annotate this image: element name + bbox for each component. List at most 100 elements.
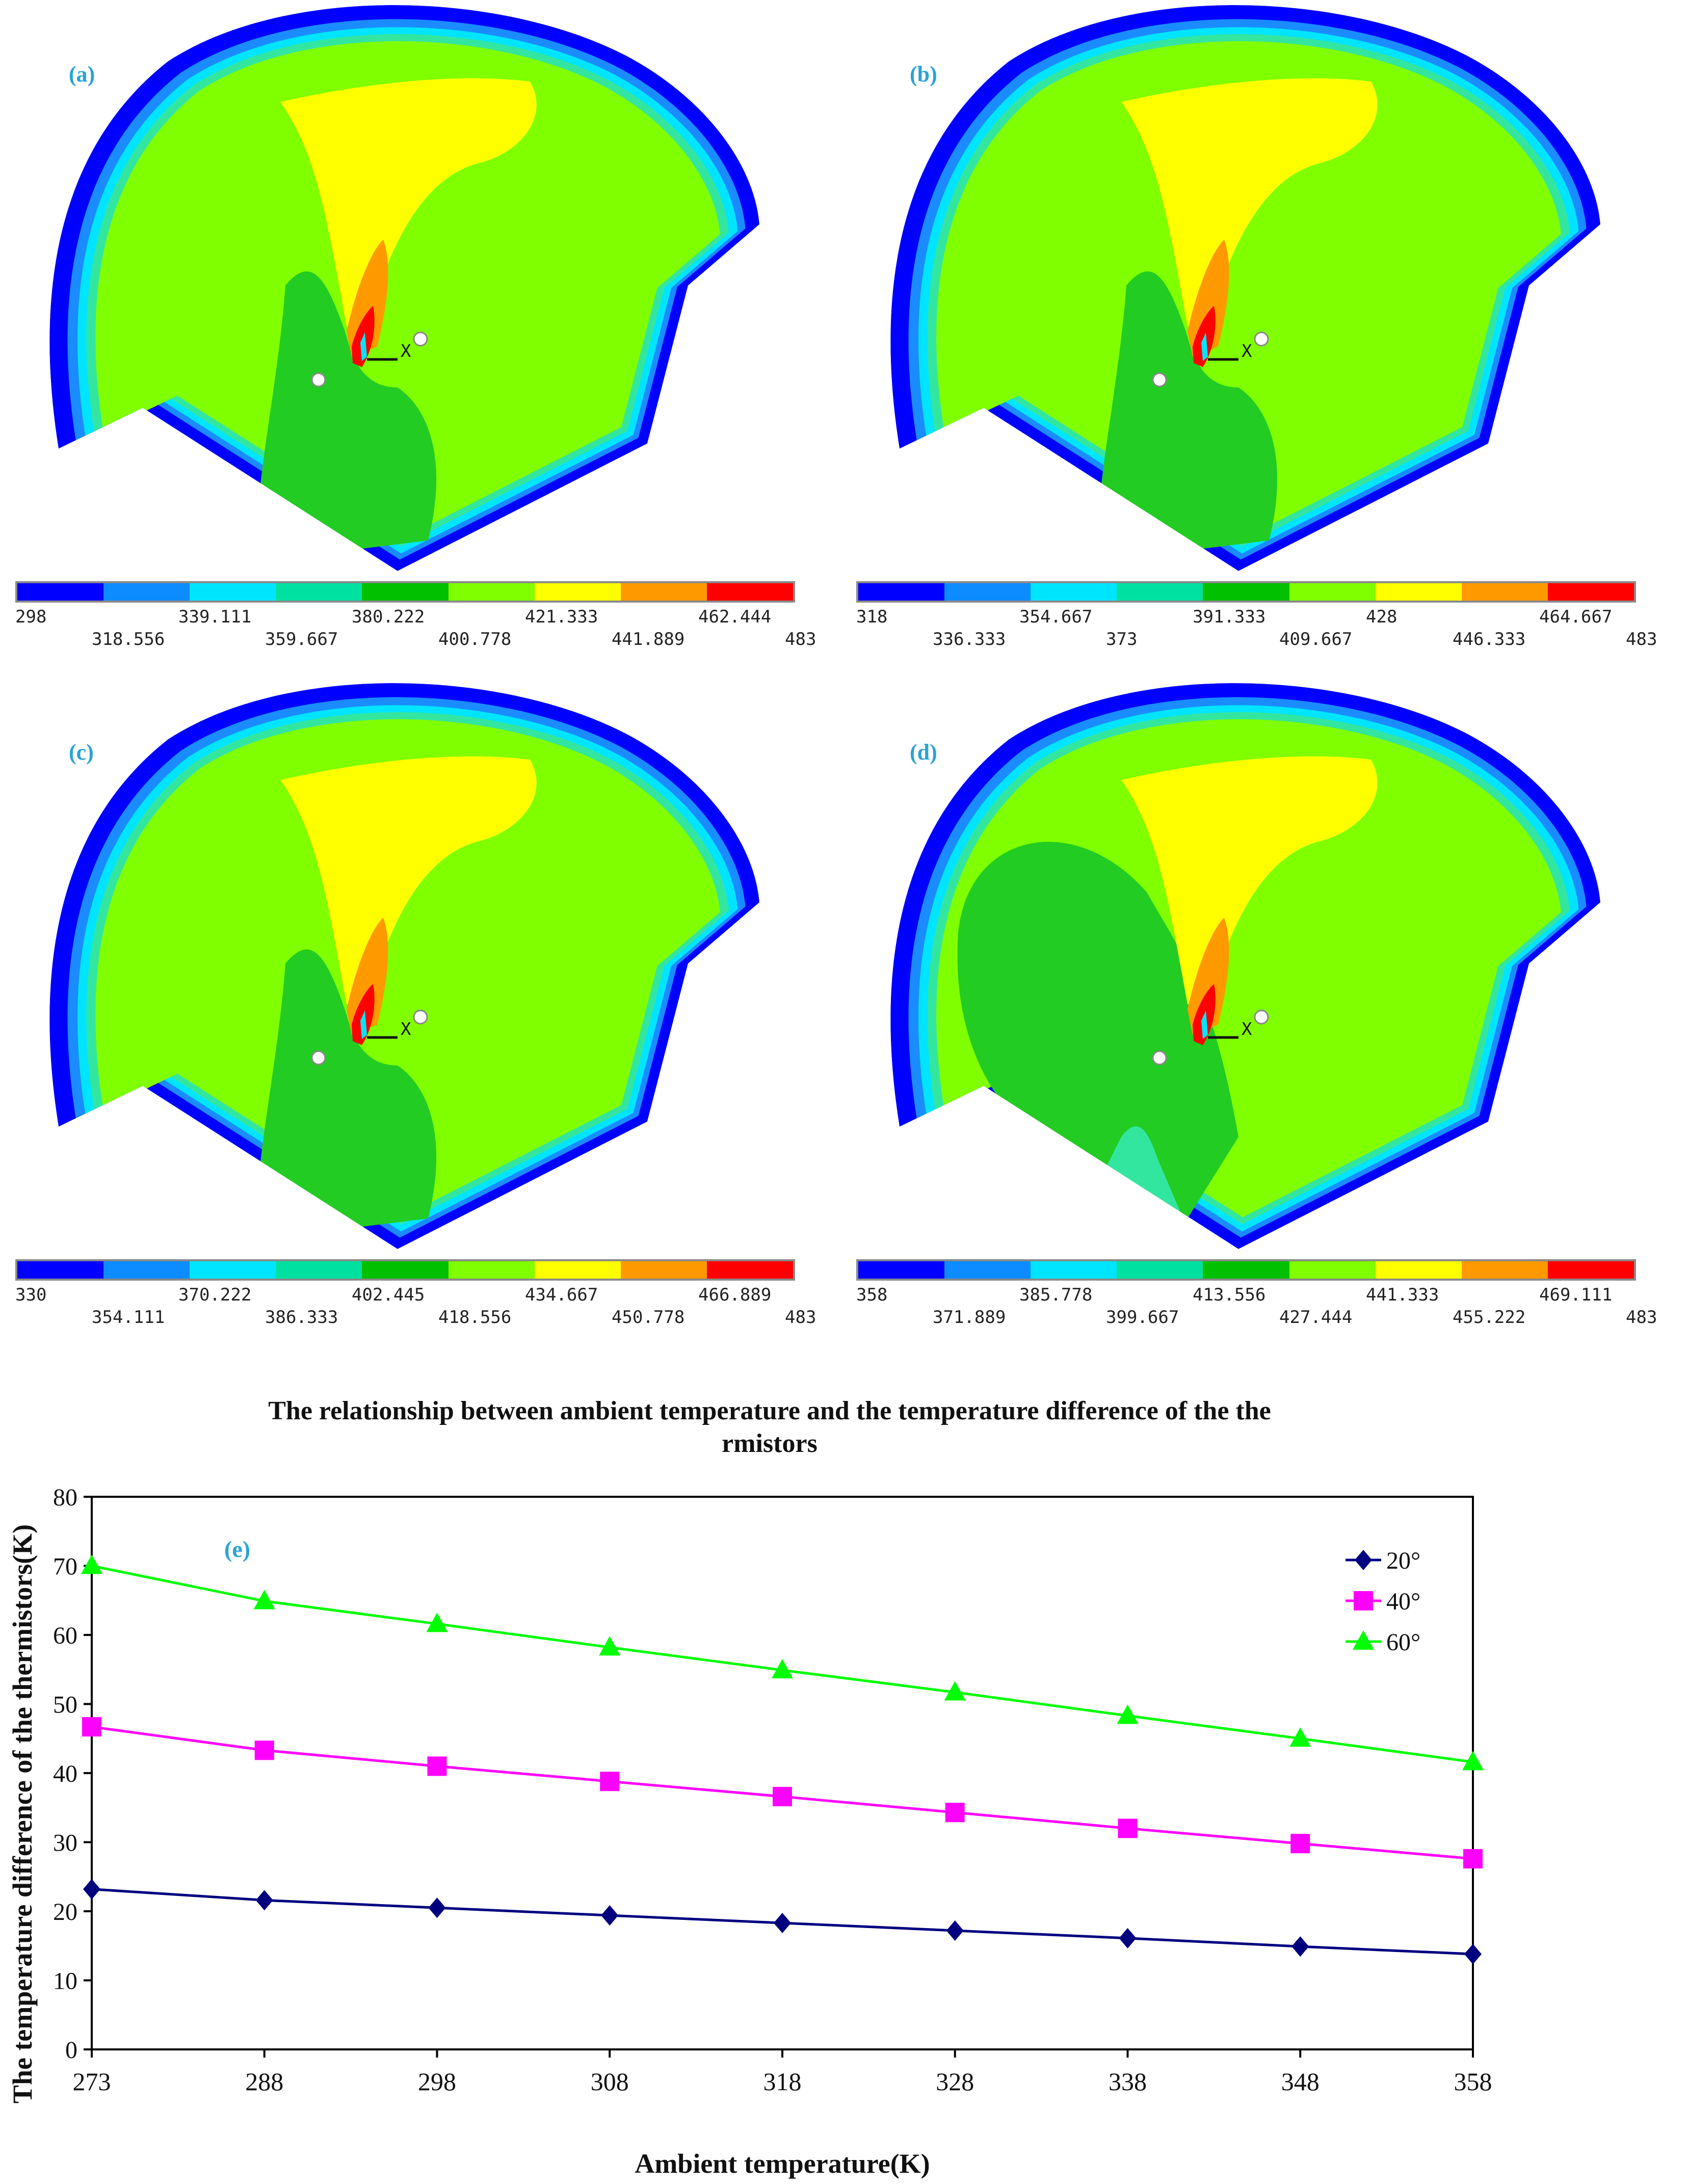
data-point xyxy=(944,1681,966,1701)
colorbar-segment xyxy=(1547,1261,1634,1279)
colorbar-tick-label: 455.222 xyxy=(1453,1307,1526,1328)
colorbar-tick-label: 399.667 xyxy=(1106,1307,1179,1328)
colorbar-tick-label: 359.667 xyxy=(265,629,338,649)
colorbar-segment xyxy=(362,583,449,601)
data-point xyxy=(428,1897,446,1918)
colorbar-segment xyxy=(190,1261,276,1279)
thermistor-marker-icon xyxy=(413,331,428,347)
panel-label: (c) xyxy=(69,740,94,765)
colorbar-tick-label: 373 xyxy=(1106,629,1138,649)
temperature-panel-b: X (b) 318 336.333 354.667 373 391.333 409.667 42… xyxy=(841,0,1677,673)
data-point xyxy=(1117,1704,1139,1724)
data-point xyxy=(945,1803,965,1823)
x-tick-label: 318 xyxy=(763,2067,802,2096)
colorbar-ticks: 318 336.333 354.667 373 391.333 409.667 428 446… xyxy=(856,607,1661,663)
panel-label: (b) xyxy=(910,62,937,87)
x-tick-label: 328 xyxy=(936,2067,974,2096)
panel-label: (a) xyxy=(69,62,95,87)
y-tick-label: 80 xyxy=(53,1484,77,1511)
legend-marker-icon xyxy=(1355,1550,1372,1570)
x-tick-label: 288 xyxy=(245,2067,283,2096)
thermistor-marker-icon xyxy=(311,372,326,387)
data-point xyxy=(599,1636,621,1656)
colorbar-segment xyxy=(1203,583,1289,601)
colorbar-tick-label: 469.111 xyxy=(1539,1285,1613,1305)
colorbar-tick-label: 370.222 xyxy=(178,1285,252,1305)
legend-marker-icon xyxy=(1354,1591,1373,1610)
colorbar-ticks: 330 354.111 370.222 386.333 402.445 418.556 43… xyxy=(15,1285,821,1341)
colorbar xyxy=(15,1259,795,1281)
temperature-field: X xyxy=(49,683,759,1249)
colorbar-tick-label: 421.333 xyxy=(525,607,598,627)
data-point xyxy=(1118,1818,1138,1838)
legend-label: 20° xyxy=(1386,1547,1420,1574)
chart-title: The relationship between ambient tempera… xyxy=(268,1396,1271,1425)
colorbar-tick-label: 354.667 xyxy=(1019,607,1093,627)
colorbar-segment xyxy=(858,1261,945,1279)
colorbar-tick-label: 450.778 xyxy=(612,1307,685,1328)
data-point xyxy=(253,1590,275,1609)
colorbar-segment xyxy=(944,583,1031,601)
colorbar xyxy=(856,1259,1636,1281)
colorbar-segment xyxy=(17,583,104,601)
colorbar-segment xyxy=(1031,583,1117,601)
colorbar-segment xyxy=(1289,1261,1376,1279)
colorbar-segment xyxy=(1203,1261,1289,1279)
colorbar-tick-label: 428 xyxy=(1366,607,1397,627)
colorbar-segment xyxy=(276,1261,362,1279)
data-point xyxy=(772,1659,793,1679)
x-axis-label: Ambient temperature(K) xyxy=(635,2148,930,2179)
colorbar-segment xyxy=(362,1261,449,1279)
colorbar-segment xyxy=(276,583,362,601)
colorbar-segment xyxy=(448,1261,535,1279)
probe-x-label: X xyxy=(1242,341,1252,361)
colorbar-segment xyxy=(1375,1261,1462,1279)
colorbar-tick-label: 298 xyxy=(15,607,47,627)
colorbar-tick-label: 462.444 xyxy=(698,607,772,627)
colorbar-segment xyxy=(1547,583,1634,601)
colorbar-tick-label: 391.333 xyxy=(1193,607,1266,627)
panel-label: (e) xyxy=(224,1536,250,1562)
x-tick-label: 273 xyxy=(73,2067,111,2096)
colorbar-tick-label: 358 xyxy=(856,1285,888,1305)
colorbar-tick-label: 380.222 xyxy=(352,607,425,627)
y-axis-label: The temperature difference of the thermi… xyxy=(7,1524,38,2103)
colorbar-tick-label: 434.667 xyxy=(525,1285,598,1305)
colorbar-ticks: 358 371.889 385.778 399.667 413.556 427.444 44… xyxy=(856,1285,1661,1341)
colorbar-tick-label: 336.333 xyxy=(933,629,1006,649)
colorbar-tick-label: 483 xyxy=(1626,1307,1657,1328)
colorbar-tick-label: 464.667 xyxy=(1539,607,1613,627)
colorbar-segment xyxy=(1375,583,1462,601)
colorbar-ticks: 298 318.556 339.111 359.667 380.222 400.778 42… xyxy=(15,607,821,663)
data-point xyxy=(82,1717,101,1737)
temperature-field: X xyxy=(890,5,1600,571)
colorbar-segment xyxy=(706,1261,793,1279)
y-tick-label: 20 xyxy=(53,1899,77,1926)
probe-x-label: X xyxy=(1242,1019,1252,1039)
x-tick-label: 348 xyxy=(1281,2067,1320,2096)
colorbar-tick-label: 483 xyxy=(785,629,816,649)
colorbar-segment xyxy=(534,583,621,601)
data-point xyxy=(1289,1727,1311,1747)
legend-marker-icon xyxy=(1353,1630,1374,1650)
y-tick-label: 40 xyxy=(53,1760,77,1787)
colorbar-segment xyxy=(620,583,707,601)
data-point xyxy=(427,1756,447,1776)
colorbar-tick-label: 483 xyxy=(785,1307,816,1328)
temperature-field: X xyxy=(890,683,1600,1249)
colorbar-tick-label: 318.556 xyxy=(92,629,165,649)
colorbar-tick-label: 386.333 xyxy=(265,1307,338,1328)
data-point xyxy=(773,1787,792,1807)
thermistor-marker-icon xyxy=(413,1009,428,1025)
data-point xyxy=(1290,1834,1310,1854)
colorbar-segment xyxy=(534,1261,621,1279)
data-point xyxy=(946,1920,964,1941)
y-tick-label: 0 xyxy=(65,2037,77,2064)
colorbar xyxy=(15,581,795,603)
chart-title: rmistors xyxy=(722,1429,817,1458)
data-point xyxy=(254,1740,274,1760)
colorbar-segment xyxy=(858,583,945,601)
colorbar-segment xyxy=(103,583,190,601)
data-point xyxy=(601,1905,619,1926)
colorbar-tick-label: 446.333 xyxy=(1453,629,1526,649)
